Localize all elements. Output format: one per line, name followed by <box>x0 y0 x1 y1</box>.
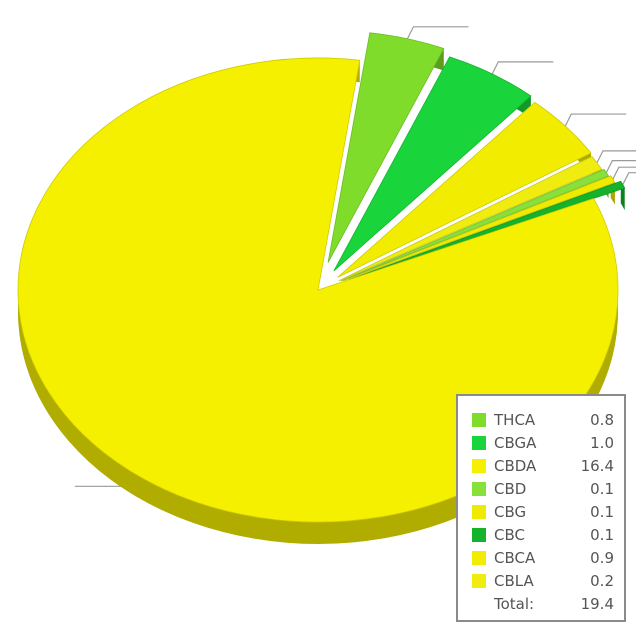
callout-line <box>605 160 636 173</box>
legend-value: 0.2 <box>590 571 614 590</box>
legend-value: 16.4 <box>580 456 614 475</box>
pie-slice-cbg <box>343 175 616 282</box>
pie-slice-cbla <box>338 156 603 282</box>
callout-line <box>564 113 627 127</box>
legend-swatch <box>472 435 486 450</box>
callout-line <box>612 166 636 180</box>
legend-swatch <box>472 412 486 427</box>
legend-swatch <box>472 550 486 565</box>
legend-swatch <box>472 573 486 588</box>
pie-slice-thca <box>327 32 445 263</box>
legend-item: CBGA 1.0 <box>472 431 614 454</box>
legend-value: 0.1 <box>590 479 614 498</box>
legend-item: CBG 0.1 <box>472 500 614 523</box>
legend-rows: THCA 0.8 CBGA 1.0 CBDA 16.4 CBD 0.1 CBG 0.1 CBC 0.1… <box>472 408 614 592</box>
pie-slice-cbca <box>337 101 592 278</box>
callout-line <box>622 172 636 185</box>
legend-swatch <box>472 481 486 496</box>
pie-slice-cbga <box>333 56 532 272</box>
legend-value: 0.1 <box>590 502 614 521</box>
callout-line <box>596 150 636 164</box>
legend-value: 0.8 <box>590 410 614 429</box>
legend-total-label: Total: <box>494 595 535 613</box>
legend-label: CBLA <box>494 571 534 590</box>
legend-value: 0.9 <box>590 548 614 567</box>
legend-label: CBD <box>494 479 527 498</box>
legend-item: CBCA 0.9 <box>472 546 614 569</box>
callout-line <box>491 61 554 75</box>
legend-label: THCA <box>494 410 536 429</box>
legend-item: CBDA 16.4 <box>472 454 614 477</box>
legend-total-value: 19.4 <box>580 595 614 613</box>
legend-swatch <box>472 458 486 473</box>
legend-item: THCA 0.8 <box>472 408 614 431</box>
legend-label: CBCA <box>494 548 536 567</box>
pie-slice-cbc <box>348 180 626 280</box>
legend-label: CBGA <box>494 433 537 452</box>
legend-swatch <box>472 527 486 542</box>
legend: THCA 0.8 CBGA 1.0 CBDA 16.4 CBD 0.1 CBG 0.1 CBC 0.1… <box>456 394 626 622</box>
pie-slice-cbd <box>340 168 610 282</box>
legend-label: CBG <box>494 502 527 521</box>
legend-item: CBLA 0.2 <box>472 569 614 592</box>
legend-item: CBC 0.1 <box>472 523 614 546</box>
callout-line <box>406 26 469 40</box>
legend-label: CBDA <box>494 456 537 475</box>
legend-value: 0.1 <box>590 525 614 544</box>
legend-item: CBD 0.1 <box>472 477 614 500</box>
legend-value: 1.0 <box>590 433 614 452</box>
legend-swatch <box>472 504 486 519</box>
legend-total-row: Total: 19.4 <box>472 592 614 616</box>
legend-label: CBC <box>494 525 525 544</box>
